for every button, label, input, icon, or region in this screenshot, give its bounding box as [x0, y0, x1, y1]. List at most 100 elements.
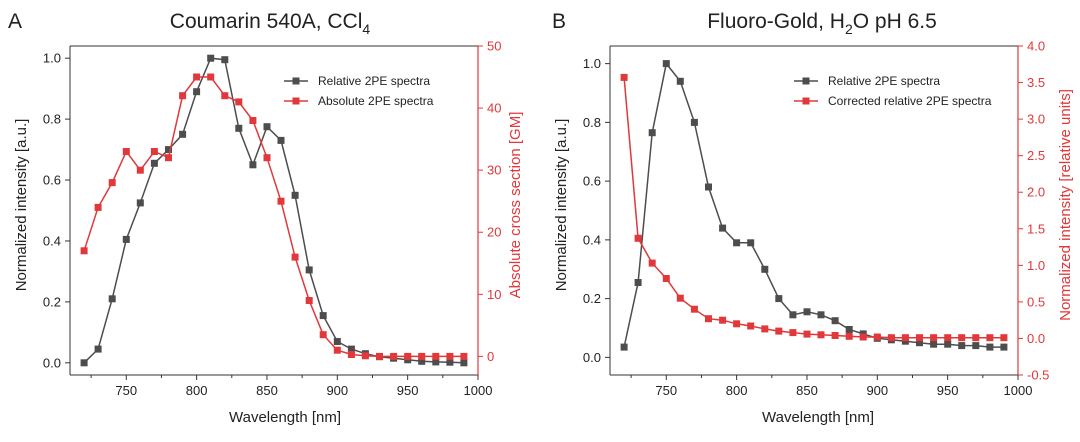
panel-b: B Fluoro-Gold, H2O pH 6.5 Wavelength [nm… [552, 10, 1074, 426]
data-point [291, 253, 299, 261]
data-point [761, 265, 769, 273]
panel-b-letter: B [552, 10, 566, 33]
data-point [277, 136, 285, 144]
panel-b-legend: Relative 2PE spectra Corrected relative … [794, 74, 992, 108]
data-point [916, 334, 923, 342]
data-point [136, 166, 144, 174]
data-point [930, 334, 938, 342]
data-point [747, 322, 755, 330]
data-point [319, 331, 327, 339]
data-point [179, 92, 187, 100]
data-point [901, 334, 909, 342]
y-tick-label: 0.0 [43, 355, 61, 370]
data-point [165, 154, 172, 162]
x-tick-label: 1000 [464, 383, 493, 398]
y-tick-label: 0.0 [583, 350, 601, 365]
data-point [376, 352, 383, 360]
data-point [620, 73, 628, 81]
data-point [747, 239, 755, 247]
x-tick-label: 850 [796, 383, 818, 398]
series-line [623, 77, 1004, 339]
data-point [831, 317, 839, 325]
x-tick-label: 950 [937, 383, 959, 398]
x-tick-label: 850 [256, 383, 278, 398]
panel-b-y2-axis-label: Normalized intensity [relative units] [1057, 89, 1074, 321]
data-point [333, 338, 341, 345]
data-point [845, 326, 853, 333]
data-point [108, 295, 116, 303]
x-tick-label: 900 [326, 383, 348, 398]
legend-marker-absolute [292, 97, 300, 105]
panel-a-letter: A [8, 10, 22, 33]
data-point [347, 345, 355, 353]
panel-a-legend: Relative 2PE spectra Absolute 2PE spectr… [284, 74, 434, 108]
legend-marker-relative [292, 77, 300, 85]
data-point [277, 197, 285, 205]
data-point [803, 330, 811, 338]
data-point [460, 352, 468, 360]
data-point [845, 332, 853, 340]
data-point [249, 117, 257, 124]
y2-tick-label: 20 [487, 225, 501, 240]
y-tick-label: 1.0 [583, 56, 601, 71]
data-point [789, 329, 797, 337]
data-point [648, 259, 656, 267]
data-point [235, 124, 243, 132]
data-point [944, 340, 952, 348]
data-point [432, 358, 440, 366]
data-point [446, 358, 454, 366]
x-tick-label: 1000 [1004, 383, 1033, 398]
data-point [972, 342, 980, 350]
data-point [291, 191, 299, 199]
y2-tick-label: 0.0 [1027, 331, 1045, 346]
plot-axes: 750 800 850 900 950 1000 0.0 0.2 0.4 0.6 0.8 1.0 -0.… [583, 39, 1049, 399]
data-point [705, 183, 712, 191]
panel-a-y2-axis-label: Absolute cross section [GM] [507, 112, 524, 299]
data-point [193, 88, 201, 96]
data-point [930, 340, 938, 348]
data-point [648, 129, 656, 137]
data-point [390, 352, 398, 360]
data-point [165, 146, 172, 154]
data-point [207, 54, 215, 62]
data-point [803, 308, 811, 316]
data-point [122, 148, 130, 155]
data-point [319, 312, 327, 320]
legend-marker-corrected [802, 97, 810, 105]
y-tick-label: 1.0 [43, 51, 61, 66]
data-point [719, 224, 727, 232]
data-point [817, 331, 825, 339]
data-point [690, 118, 698, 126]
data-point [634, 234, 642, 242]
data-point [347, 351, 355, 358]
data-point [958, 334, 966, 342]
data-point [235, 98, 243, 106]
data-point [676, 294, 684, 302]
y-tick-label: 0.6 [43, 173, 61, 188]
y2-tick-label: 2.0 [1027, 185, 1045, 200]
data-point [775, 295, 783, 303]
data-point [789, 311, 797, 319]
y2-tick-label: 0 [487, 349, 494, 364]
panel-a-y-axis-label: Normalized intensity [a.u.] [13, 119, 30, 292]
data-point [136, 199, 144, 207]
panel-a-x-axis-label: Wavelength [nm] [229, 409, 341, 426]
y-tick-label: 0.4 [583, 232, 601, 247]
x-tick-label: 750 [115, 383, 137, 398]
data-point [986, 334, 994, 342]
x-tick-label: 800 [186, 383, 208, 398]
y2-tick-label: 40 [487, 101, 501, 116]
y-tick-label: 0.6 [583, 174, 601, 189]
legend-absolute-2pe: Absolute 2PE spectra [318, 94, 434, 108]
data-point [418, 352, 426, 360]
series-line [623, 61, 1004, 348]
data-point [831, 332, 839, 339]
y2-tick-label: 1.5 [1027, 221, 1045, 236]
panel-b-title: Fluoro-Gold, H2O pH 6.5 [707, 10, 937, 37]
data-point [193, 73, 201, 81]
y2-tick-label: 0.5 [1027, 294, 1045, 309]
x-tick-label: 800 [726, 383, 748, 398]
data-point [249, 161, 257, 169]
data-point [676, 77, 684, 85]
